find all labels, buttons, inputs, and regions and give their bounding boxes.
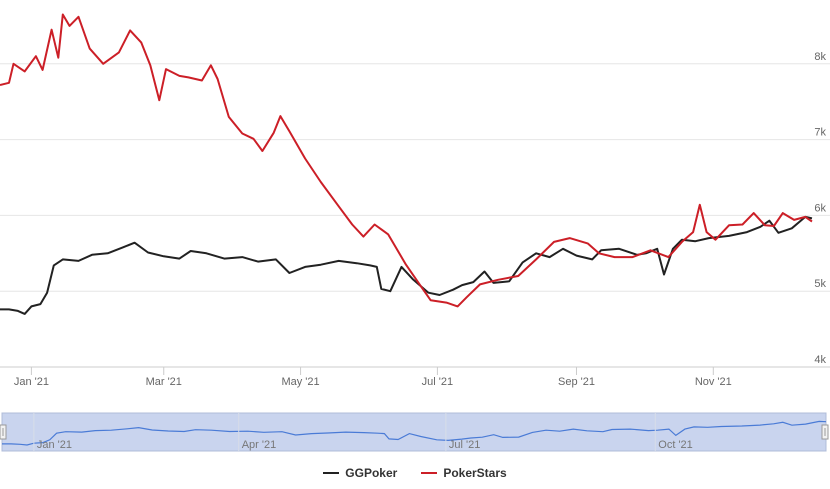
x-axis: Jan '21 Mar '21 May '21 Jul '21 Sep '21 Nov '… (0, 366, 830, 388)
y-tick-label: 8k (814, 51, 826, 63)
y-axis: 4k 5k 6k 7k 8k (814, 51, 826, 366)
series-lines (0, 13, 813, 315)
legend-label-pokerstars: PokerStars (443, 466, 507, 480)
y-tick-label: 7k (814, 127, 826, 139)
x-tick-label: Mar '21 (146, 376, 182, 388)
y-tick-label: 5k (814, 278, 826, 290)
x-tick-label: Nov '21 (695, 376, 732, 388)
legend-label-ggpoker: GGPoker (345, 466, 398, 480)
legend-swatch-ggpoker (323, 472, 340, 474)
y-tick-label: 4k (814, 354, 826, 366)
legend-swatch-pokerstars (421, 472, 438, 474)
navigator-tick-label: Jan '21 (37, 439, 72, 451)
legend-item-ggpoker[interactable]: GGPoker (323, 466, 397, 480)
navigator-series-line (2, 420, 827, 446)
grid-lines (0, 63, 830, 368)
x-tick-label: Jul '21 (422, 376, 453, 388)
legend: GGPoker PokerStars (0, 466, 830, 480)
legend-item-pokerstars[interactable]: PokerStars (421, 466, 507, 480)
series-line-ggpoker (0, 215, 813, 315)
navigator-tick-label: Jul '21 (449, 439, 480, 451)
series-line-pokerstars (0, 13, 813, 308)
navigator[interactable]: Jan '21 Apr '21 Jul '21 Oct '21 (0, 412, 829, 452)
y-tick-label: 6k (814, 202, 826, 214)
navigator-tick-label: Apr '21 (242, 439, 277, 451)
x-tick-label: May '21 (281, 376, 319, 388)
x-tick-label: Jan '21 (14, 376, 49, 388)
navigator-range (1, 412, 827, 452)
navigator-tick-label: Oct '21 (658, 439, 693, 451)
x-tick-label: Sep '21 (558, 376, 595, 388)
